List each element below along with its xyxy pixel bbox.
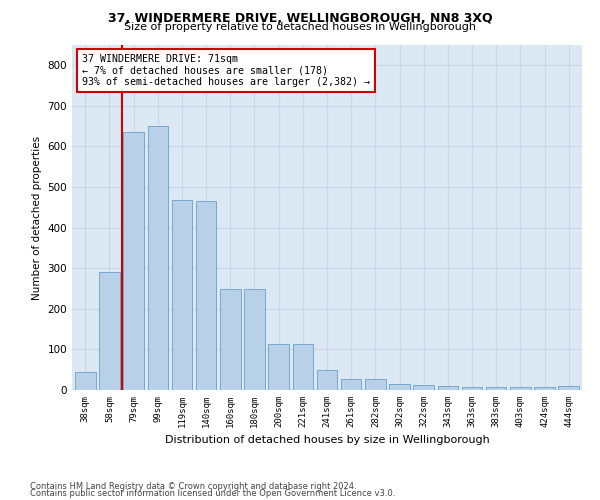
Bar <box>365 378 386 390</box>
Text: Size of property relative to detached houses in Wellingborough: Size of property relative to detached ho… <box>124 22 476 32</box>
Bar <box>317 370 337 390</box>
Bar <box>293 344 313 390</box>
Bar <box>510 387 530 390</box>
Text: Contains HM Land Registry data © Crown copyright and database right 2024.: Contains HM Land Registry data © Crown c… <box>30 482 356 491</box>
Y-axis label: Number of detached properties: Number of detached properties <box>32 136 42 300</box>
Bar <box>124 132 144 390</box>
Text: Contains public sector information licensed under the Open Government Licence v3: Contains public sector information licen… <box>30 489 395 498</box>
Bar <box>148 126 168 390</box>
Bar <box>486 387 506 390</box>
Bar <box>220 290 241 390</box>
Bar <box>389 384 410 390</box>
Bar <box>413 384 434 390</box>
Bar <box>437 386 458 390</box>
Bar <box>559 386 579 390</box>
Bar <box>244 290 265 390</box>
Bar <box>196 202 217 390</box>
Bar <box>268 344 289 390</box>
Text: 37 WINDERMERE DRIVE: 71sqm
← 7% of detached houses are smaller (178)
93% of semi: 37 WINDERMERE DRIVE: 71sqm ← 7% of detac… <box>82 54 370 87</box>
Text: 37, WINDERMERE DRIVE, WELLINGBOROUGH, NN8 3XQ: 37, WINDERMERE DRIVE, WELLINGBOROUGH, NN… <box>107 12 493 26</box>
Bar <box>462 387 482 390</box>
Bar <box>341 378 361 390</box>
Bar <box>75 372 95 390</box>
Bar <box>172 200 192 390</box>
Bar <box>99 272 120 390</box>
X-axis label: Distribution of detached houses by size in Wellingborough: Distribution of detached houses by size … <box>164 436 490 446</box>
Bar <box>534 387 555 390</box>
